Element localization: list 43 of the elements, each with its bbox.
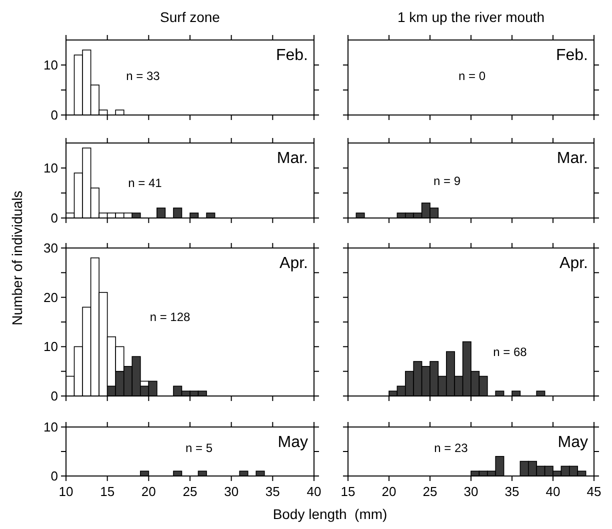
chart-title: 1 km up the river mouth [397,9,545,25]
y-tick-label: 20 [44,290,58,305]
x-tick-label: 25 [182,484,198,499]
x-tick-label: 40 [306,484,322,499]
annotation: Feb. [276,47,308,64]
x-tick-label: 25 [422,484,438,499]
annotation: May [558,434,588,451]
annotation: Mar. [556,150,588,167]
y-tick-label: 10 [44,58,58,72]
x-tick-label: 35 [265,484,280,499]
x-tick-label: 30 [224,484,239,499]
y-tick-label: 30 [44,240,58,256]
annotation: n = 23 [434,441,468,455]
y-axis-title: Number of individuals [9,190,25,326]
y-tick-label: 0 [50,108,58,122]
annotation: n = 33 [126,69,160,83]
y-tick-label: 0 [50,210,58,226]
annotation: n = 68 [493,345,528,359]
x-tick-label: 40 [546,484,560,499]
annotation: Apr. [280,255,308,272]
annotation: n = 0 [458,69,486,83]
annotation: n = 9 [433,174,461,188]
annotation: n = 5 [185,441,213,455]
y-tick-label: 10 [44,339,58,354]
annotation: Mar. [276,150,308,167]
x-tick-label: 45 [586,484,602,499]
x-tick-label: 20 [382,484,396,499]
x-tick-label: 35 [504,484,520,499]
y-tick-label: 10 [44,160,58,176]
annotation: n = 41 [128,176,162,190]
y-tick-label: 10 [44,420,58,434]
y-tick-label: 0 [50,388,58,404]
x-tick-label: 20 [141,484,156,499]
annotation: Feb. [556,47,588,64]
chart-title: Surf zone [160,9,220,25]
annotation: n = 128 [150,310,191,324]
x-tick-label: 15 [340,484,356,499]
x-tick-label: 15 [100,484,115,499]
annotation: Apr. [560,255,588,272]
annotation: May [278,434,308,451]
x-axis-title: Body length (mm) [272,506,388,522]
x-tick-label: 30 [464,484,478,499]
y-tick-label: 0 [50,468,58,484]
